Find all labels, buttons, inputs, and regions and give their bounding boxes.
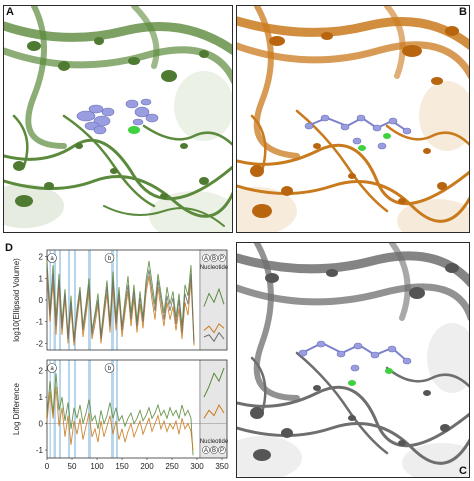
nucleotide-circle-label-P: P — [220, 256, 224, 262]
nucleotide-line-green — [203, 287, 225, 307]
panel-c-structure-gray: C — [236, 242, 470, 478]
series-line-green — [46, 373, 194, 456]
y-tick-label: 2 — [39, 367, 44, 376]
nucleotide-circle-B — [210, 254, 218, 262]
ion-sphere-a — [128, 126, 140, 134]
highlight-band — [74, 360, 76, 458]
nucleotide-circle-label-A: A — [204, 256, 208, 262]
nucleotide-circle-P — [218, 254, 226, 262]
x-tick-label: 50 — [68, 462, 77, 471]
panel-letter-b: B — [459, 6, 467, 18]
background-helices-a — [4, 71, 232, 232]
ion-spheres-b — [358, 133, 391, 151]
nucleotide-circle-A — [202, 254, 210, 262]
nucleotide-title: Nucleotide — [200, 265, 229, 271]
nucleotide-line-orange — [203, 403, 225, 419]
marker-label-b: b — [108, 256, 112, 262]
x-tick-label: 150 — [115, 462, 129, 471]
marker-label-a: a — [50, 366, 54, 372]
y-tick-label: -2 — [36, 339, 44, 348]
nucleotide-region-1 — [201, 360, 227, 458]
panel-letter-d: D — [5, 242, 13, 254]
y-tick-label: 1 — [39, 274, 44, 283]
panel-d-charts: 2 1 0 -1 -2 log10(Ellipsoid Volume) a b A B P Nucle… — [3, 242, 233, 478]
marker-label-a: a — [50, 256, 54, 262]
atom-ellipsoids-b — [250, 26, 459, 218]
x-tick-label: 350 — [215, 462, 229, 471]
y-tick-label: -1 — [36, 318, 44, 327]
nucleotide-circle-label-A: A — [204, 448, 208, 454]
panel-b-structure-orange: B — [236, 5, 470, 233]
structure-c-image — [237, 243, 469, 477]
x-tick-label: 250 — [165, 462, 179, 471]
nucleotide-title: Nucleotide — [200, 439, 229, 445]
x-tick-label: 300 — [190, 462, 204, 471]
x-tick-label: 100 — [90, 462, 104, 471]
ion-spheres-c — [348, 368, 393, 386]
background-helices-c — [237, 323, 469, 477]
nucleotide-circle-label-B: B — [212, 448, 216, 454]
y-axis-label: Log Difference — [12, 383, 21, 435]
structure-a-image — [4, 6, 232, 232]
ligand-ellipsoids-b — [304, 114, 412, 150]
nucleotide-circle-B — [210, 446, 218, 454]
y-axis-label: log10(Ellipsoid Volume) — [12, 258, 21, 342]
ligand-ellipsoids-a — [76, 98, 159, 135]
nucleotide-line-green — [203, 367, 225, 398]
y-tick-label: 0 — [39, 420, 44, 429]
marker-circle-a — [47, 363, 57, 373]
y-tick-label: 2 — [39, 253, 44, 262]
nucleotide-circle-label-P: P — [220, 448, 224, 454]
series-line-orange — [46, 386, 194, 451]
highlight-band — [59, 360, 61, 458]
y-tick-label: -1 — [36, 446, 44, 455]
highlight-band — [49, 360, 51, 458]
highlight-band — [74, 250, 76, 350]
ribbon-strands-a — [4, 6, 232, 227]
marker-label-b: b — [108, 366, 112, 372]
panel-a-structure-green: A — [3, 5, 233, 233]
nucleotide-circle-label-B: B — [212, 256, 216, 262]
highlight-band — [111, 360, 114, 458]
nucleotide-line-gray — [203, 331, 225, 343]
x-tick-label: 200 — [140, 462, 154, 471]
atom-ellipsoids-c — [250, 263, 459, 461]
ligand-ellipsoids-c — [298, 340, 412, 372]
atom-ellipsoids-a — [13, 37, 209, 207]
plot-frame-1 — [46, 359, 228, 459]
y-tick-label: 1 — [39, 393, 44, 402]
nucleotide-circle-P — [218, 446, 226, 454]
highlight-band — [53, 360, 56, 458]
marker-circle-b — [104, 363, 115, 373]
marker-circle-b — [104, 253, 115, 263]
nucleotide-line-orange — [203, 323, 225, 334]
background-helices-b — [237, 81, 469, 232]
panel-letter-a: A — [6, 6, 14, 18]
structure-b-image — [237, 6, 469, 232]
highlight-band — [116, 250, 118, 350]
x-tick-label: 0 — [45, 462, 50, 471]
marker-circle-a — [47, 253, 57, 263]
y-tick-label: 0 — [39, 296, 44, 305]
panel-letter-c: C — [459, 465, 467, 477]
nucleotide-circle-A — [202, 446, 210, 454]
highlight-band — [88, 360, 91, 458]
highlight-band — [49, 250, 51, 350]
highlight-band — [68, 250, 70, 350]
highlight-band — [116, 360, 118, 458]
series-line-gray — [46, 267, 195, 344]
